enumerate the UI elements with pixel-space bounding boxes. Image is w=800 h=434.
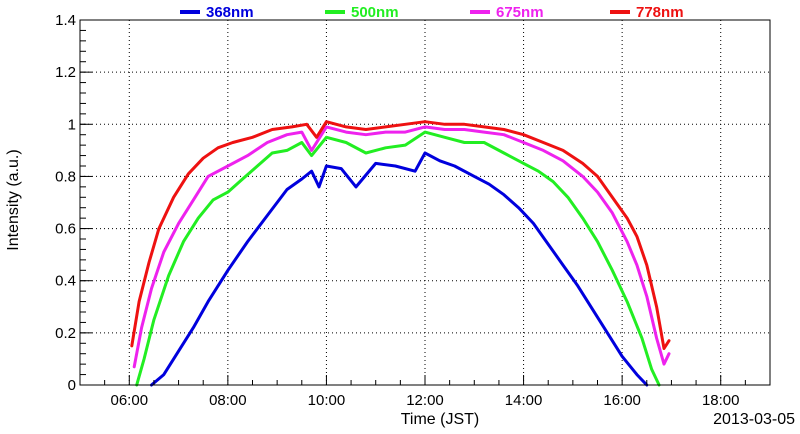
legend-label: 500nm — [351, 4, 399, 21]
x-tick-label: 14:00 — [505, 392, 543, 409]
axes: 06:00 08:00 10:00 12:00 14:00 16:00 18:00 0 0.2 0… — [55, 12, 771, 409]
series-line-778nm — [130, 120, 671, 350]
date-label: 2013-03-05 — [713, 411, 795, 428]
series-line-675nm — [132, 125, 671, 369]
x-axis-title: Time (JST) — [401, 411, 480, 428]
x-tick-label: 10:00 — [308, 392, 346, 409]
grid — [80, 20, 770, 385]
y-tick-label: 1.2 — [55, 64, 76, 81]
x-tick-label: 18:00 — [702, 392, 740, 409]
x-tick-label: 06:00 — [111, 392, 149, 409]
legend-label: 675nm — [496, 4, 544, 21]
series-line-368nm — [150, 151, 649, 387]
y-tick-label: 0.8 — [55, 168, 76, 185]
y-tick-label: 0.2 — [55, 325, 76, 342]
series-line-500nm — [135, 130, 661, 387]
legend-label: 778nm — [636, 4, 684, 21]
legend-label: 368nm — [206, 4, 254, 21]
x-tick-label: 12:00 — [406, 392, 444, 409]
y-tick-label: 0 — [68, 377, 76, 394]
y-tick-label: 1.4 — [55, 12, 76, 29]
y-tick-label: 0.4 — [55, 273, 76, 290]
y-tick-label: 0.6 — [55, 221, 76, 238]
y-tick-label: 1 — [68, 116, 76, 133]
x-tick-label: 16:00 — [603, 392, 641, 409]
series-area — [130, 120, 671, 387]
legend: 368nm 500nm 675nm 778nm — [180, 4, 684, 21]
x-tick-label: 08:00 — [209, 392, 247, 409]
y-axis-title: Intensity (a.u.) — [5, 149, 22, 250]
